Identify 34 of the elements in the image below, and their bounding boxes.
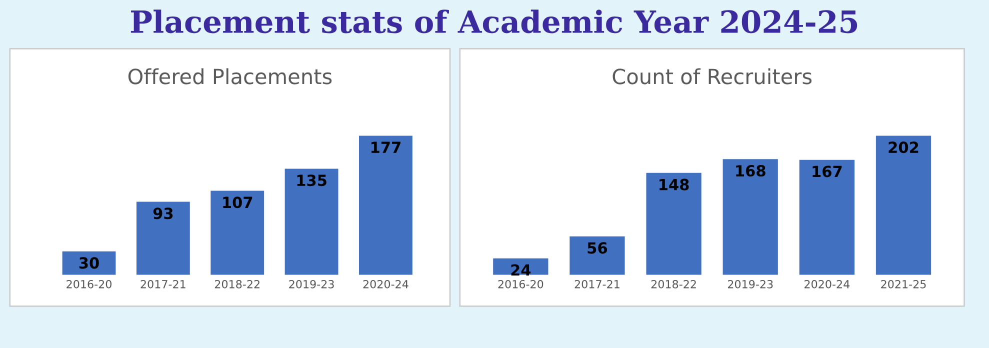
bar: [136, 202, 190, 275]
x-tick-label: 2019-23: [289, 280, 334, 288]
bar: [284, 168, 338, 275]
data-label: 202: [888, 142, 918, 154]
x-tick-label: 2018-22: [214, 280, 260, 288]
data-label: 168: [736, 164, 766, 177]
data-label: 135: [297, 174, 326, 186]
data-label: 30: [79, 257, 99, 269]
bar: [646, 172, 702, 275]
bar: [359, 136, 412, 275]
x-tick-label: 2016-20: [66, 280, 112, 288]
bar: [876, 136, 932, 275]
data-label: 93: [153, 208, 173, 220]
x-tick-label: 2016-20: [498, 280, 544, 288]
data-label: 148: [660, 178, 689, 190]
chart-title: Count of Recruiters: [612, 68, 812, 84]
x-tick-label: 2018-22: [651, 280, 696, 288]
x-tick-label: 2020-24: [363, 280, 408, 288]
data-label: 107: [223, 196, 252, 208]
data-label: 24: [511, 264, 531, 276]
x-tick-label: 2020-24: [804, 280, 850, 288]
chart-title: Offered Placements: [128, 68, 332, 84]
data-label: 56: [588, 242, 608, 254]
x-tick-label: 2017-21: [574, 280, 620, 288]
text: Placement stats of Academic Year 2024-25: [131, 10, 858, 34]
bar: [722, 159, 778, 275]
x-tick-label: 2017-21: [140, 280, 186, 288]
bar: [210, 190, 264, 275]
bar: [570, 236, 625, 275]
data-label: 167: [812, 166, 842, 178]
bar: [799, 160, 854, 275]
x-tick-label: 2019-23: [728, 280, 773, 288]
data-label: 177: [371, 142, 400, 153]
x-tick-label: 2021-25: [881, 280, 926, 288]
